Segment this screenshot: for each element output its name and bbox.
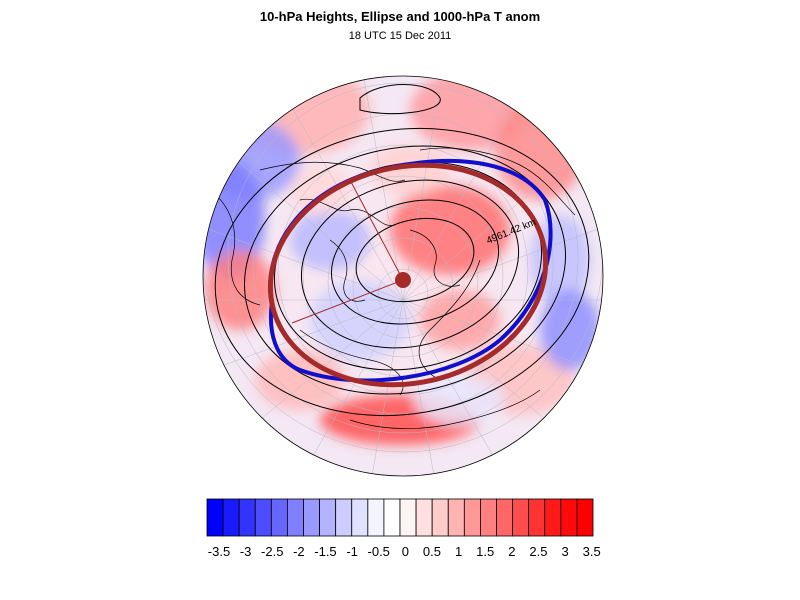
colorbar-bin: [254, 498, 272, 537]
colorbar-bin: [351, 498, 369, 537]
colorbar-bin: [383, 498, 401, 537]
colorbar-bin: [399, 498, 417, 537]
colorbar-bin: [319, 498, 337, 537]
ellipse-major-axis: [349, 179, 404, 281]
ellipse-minor-axis: [291, 279, 404, 324]
colorbar-bin: [206, 498, 224, 537]
colorbar-tick-label: 2: [508, 544, 515, 559]
colorbar-bin: [287, 498, 304, 537]
colorbar-tick-label: 3: [561, 544, 568, 559]
colorbar-bin: [544, 498, 562, 537]
colorbar-tick-label: 1: [455, 544, 462, 559]
colorbar-bin: [512, 498, 530, 537]
colorbar-bin: [480, 498, 497, 537]
colorbar-bin: [431, 498, 449, 537]
colorbar-tick-label: 0.5: [423, 544, 441, 559]
map-title: 10-hPa Heights, Ellipse and 1000-hPa T a…: [259, 9, 541, 24]
colorbar-bin: [576, 498, 594, 537]
colorbar-tick-label: -1: [346, 544, 358, 559]
colorbar-bin: [463, 498, 481, 537]
map-subtitle: 18 UTC 15 Dec 2011: [348, 30, 452, 42]
colorbar-tick-label: -1.5: [314, 544, 336, 559]
colorbar-bin: [270, 498, 288, 537]
colorbar-tick-label: 1.5: [476, 544, 494, 559]
colorbar-bin: [496, 498, 513, 537]
colorbar-bin: [415, 498, 433, 537]
colorbar-bin: [447, 498, 465, 537]
colorbar-tick-label: 0: [402, 544, 409, 559]
colorbar-bin: [222, 498, 240, 537]
colorbar-tick-label: 3.5: [583, 544, 601, 559]
colorbar-bin: [560, 498, 578, 537]
colorbar-tick-label: 2.5: [529, 544, 547, 559]
map-boundary: [202, 75, 604, 477]
colorbar-tick-label: -0.5: [368, 544, 390, 559]
colorbar-bin: [367, 498, 385, 537]
colorbar-bin: [238, 498, 256, 537]
colorbar-tick-label: -3: [240, 544, 252, 559]
colorbar-tick-label: -3.5: [208, 544, 230, 559]
colorbar-bin: [528, 498, 546, 537]
ellipse-center-marker: [395, 272, 411, 288]
colorbar-bin: [303, 498, 320, 537]
colorbar-tick-label: -2.5: [261, 544, 283, 559]
colorbar-tick-label: -2: [293, 544, 305, 559]
fitted-ellipse: [267, 162, 549, 388]
colorbar-bin: [335, 498, 353, 537]
